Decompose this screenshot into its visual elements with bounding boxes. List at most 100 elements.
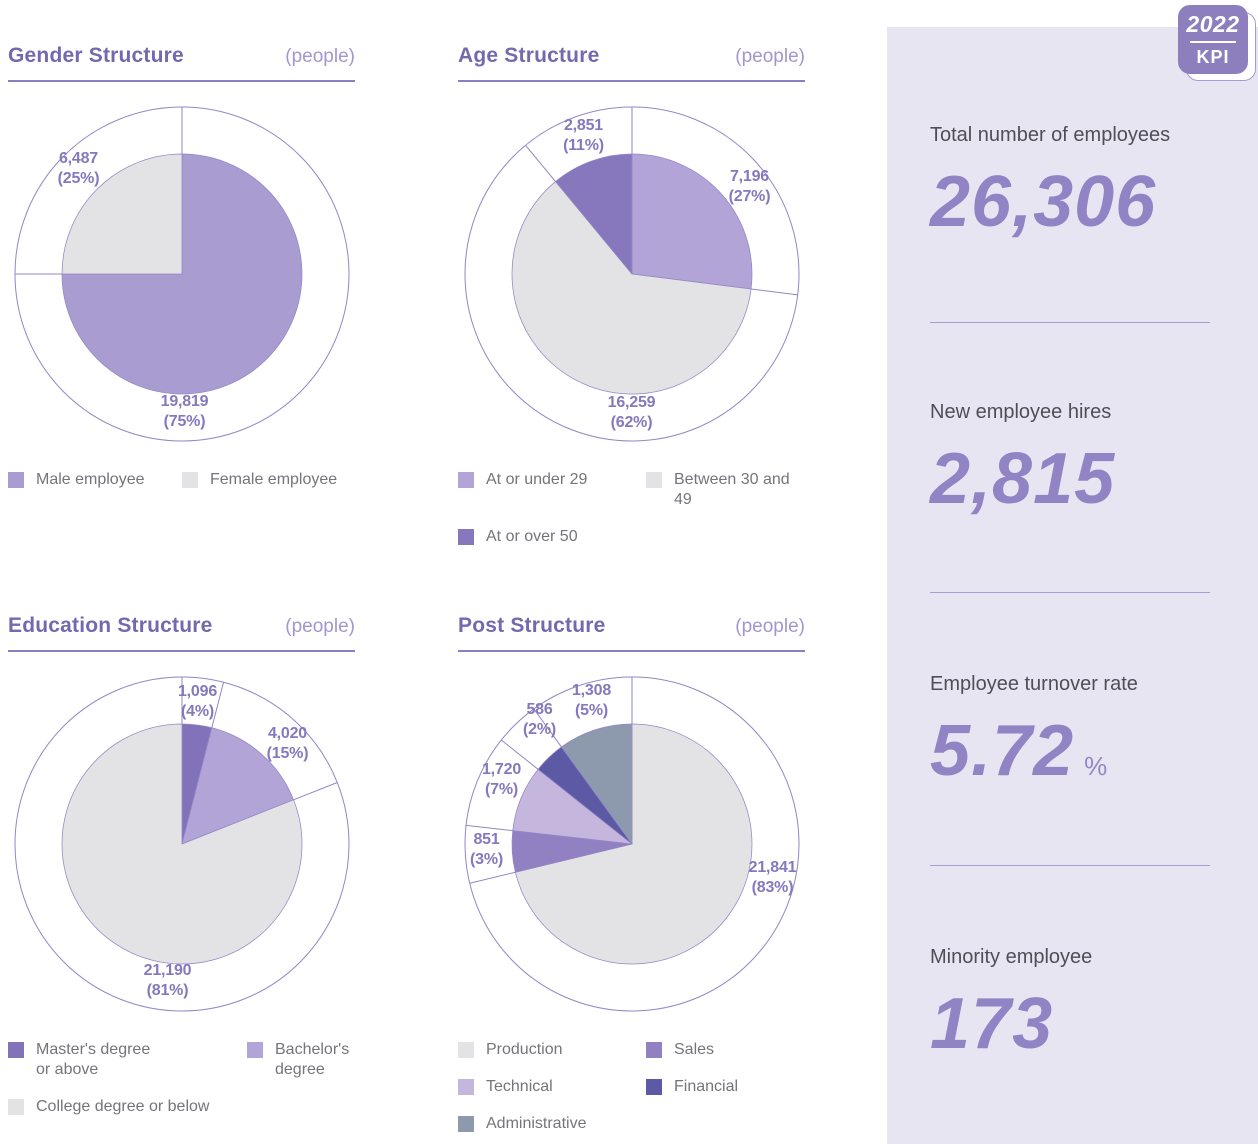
legend-swatch	[458, 1042, 474, 1058]
legend-label: Administrative	[486, 1115, 587, 1132]
slice-value: 21,841	[748, 859, 797, 876]
kpi-divider	[930, 865, 1210, 866]
legend-row: At or under 29 Between 30 and 49	[458, 470, 805, 510]
legend-row: Production Sales	[458, 1040, 805, 1060]
kpi-label: Employee turnover rate	[930, 673, 1138, 695]
legend-item-production: Production	[458, 1040, 646, 1060]
pie-slice-at-or-over-50	[554, 153, 632, 275]
slice-value-label: 7,196 (27%)	[729, 167, 771, 207]
slice-value-label: 1,096 (4%)	[178, 682, 217, 722]
kpi-label: Minority employee	[930, 946, 1093, 968]
slice-value: 1,308	[571, 682, 612, 699]
post-structure-chart: Post Structure (people) 21,841 (83%) 851 (3%)…	[458, 600, 805, 1132]
pie-slice-female-employee	[61, 153, 182, 275]
legend-swatch	[458, 529, 474, 545]
legend-row: At or over 50	[458, 527, 805, 547]
slice-value: 4,020	[267, 725, 308, 742]
kpi-value: 173	[930, 984, 1054, 1064]
pie-chart	[14, 106, 349, 442]
slice-value-label: 19,819 (75%)	[161, 392, 209, 432]
slice-value-label: 586 (2%)	[523, 700, 556, 740]
legend-row: Administrative	[458, 1114, 805, 1134]
slice-boundary-tick	[524, 145, 556, 182]
pie-slice-college-degree-or-below	[61, 723, 302, 965]
chart-title: Gender Structure	[8, 44, 184, 67]
age-structure-chart: Age Structure (people) 7,196 (27%) 16,259 (62…	[458, 30, 805, 545]
slice-percent: (75%)	[163, 413, 206, 430]
slice-percent: (3%)	[470, 851, 503, 868]
chart-legend: Male employee Female employee	[8, 470, 355, 490]
pie-chart-canvas: 21,841 (83%) 851 (3%) 1,720 (7%) 586 (2%) 1,308 (…	[460, 672, 804, 1016]
slice-percent: (2%)	[523, 721, 556, 738]
legend-swatch	[8, 1099, 24, 1115]
slice-percent: (62%)	[610, 414, 653, 431]
chart-legend: Master's degree or above Bachelor's degre…	[8, 1040, 355, 1117]
slice-value-label: 21,190 (81%)	[144, 961, 192, 1001]
gender-structure-chart: Gender Structure (people) 19,819 (75%) 6,487…	[8, 30, 355, 488]
legend-item-technical: Technical	[458, 1077, 646, 1097]
legend-label: At or under 29	[486, 471, 588, 488]
education-structure-chart: Education Structure (people) 1,096 (4%) 4,02…	[8, 600, 355, 1115]
legend-label: Bachelor's degree	[275, 1041, 350, 1078]
legend-item-at-or-over-50: At or over 50	[458, 527, 578, 547]
legend-label: Production	[486, 1041, 563, 1058]
slice-boundary-tick	[532, 708, 562, 748]
chart-title: Education Structure	[8, 614, 213, 637]
legend-item-financial: Financial	[646, 1077, 738, 1097]
chart-unit: (people)	[285, 46, 355, 67]
slice-value-label: 6,487 (25%)	[58, 149, 100, 189]
legend-swatch	[458, 472, 474, 488]
legend-label: Male employee	[36, 471, 145, 488]
kpi-label: Total number of employees	[930, 124, 1171, 146]
legend-label: Sales	[674, 1041, 715, 1058]
pie-slice-at-or-under-29	[631, 153, 752, 290]
kpi-value: 26,306	[930, 162, 1157, 242]
legend-label: Between 30 and 49	[674, 471, 790, 508]
legend-item-sales: Sales	[646, 1040, 714, 1060]
slice-value: 6,487	[58, 150, 99, 167]
pie-slice-bachelor-s-degree	[181, 727, 294, 845]
slice-value: 586	[526, 701, 553, 718]
slice-value: 1,096	[177, 683, 218, 700]
pie-chart-canvas: 7,196 (27%) 16,259 (62%) 2,851 (11%)	[460, 102, 804, 446]
slice-value: 16,259	[607, 394, 656, 411]
kpi-divider	[930, 322, 1210, 323]
legend-row: Technical Financial	[458, 1077, 805, 1097]
slice-value-label: 16,259 (62%)	[608, 393, 656, 433]
legend-swatch	[458, 1079, 474, 1095]
slice-boundary-tick	[292, 782, 337, 801]
legend-label: Technical	[486, 1078, 553, 1095]
slice-percent: (5%)	[575, 702, 608, 719]
slice-value-label: 4,020 (15%)	[267, 724, 309, 764]
kpi-panel: Total number of employees 26,306 New emp…	[887, 27, 1258, 1144]
legend-item-at-or-under-29: At or under 29	[458, 470, 646, 510]
slice-value: 1,720	[481, 761, 522, 778]
pie-slice-administrative	[560, 723, 632, 845]
slice-percent: (27%)	[728, 188, 771, 205]
kpi-label: New employee hires	[930, 401, 1112, 423]
chart-legend: At or under 29 Between 30 and 49 At or ove…	[458, 470, 805, 547]
pie-chart	[464, 106, 799, 442]
kpi-value-suffix: %	[1084, 751, 1108, 781]
chart-legend: Production Sales Technical Financial Adminis…	[458, 1040, 805, 1134]
slice-value-label: 1,308 (5%)	[572, 681, 611, 721]
pie-slice-male-employee	[61, 153, 302, 395]
legend-label: College degree or below	[36, 1098, 210, 1115]
slice-boundary-tick	[469, 871, 515, 884]
legend-swatch	[646, 1079, 662, 1095]
chart-title: Age Structure	[458, 44, 600, 67]
legend-swatch	[8, 472, 24, 488]
slice-percent: (83%)	[751, 879, 794, 896]
slice-value-label: 2,851 (11%)	[563, 116, 604, 156]
legend-swatch	[646, 1042, 662, 1058]
legend-swatch	[646, 472, 662, 488]
badge-year: 2022	[1186, 11, 1240, 37]
kpi-item-total-employees: Total number of employees 26,306	[930, 123, 1170, 248]
slice-percent: (15%)	[266, 745, 309, 762]
pie-chart	[14, 676, 349, 1012]
slice-percent: (7%)	[485, 781, 518, 798]
legend-label: Master's degree or above	[36, 1041, 151, 1078]
pie-chart-canvas: 19,819 (75%) 6,487 (25%)	[10, 102, 354, 446]
kpi-value: 5.72%	[930, 711, 1108, 791]
